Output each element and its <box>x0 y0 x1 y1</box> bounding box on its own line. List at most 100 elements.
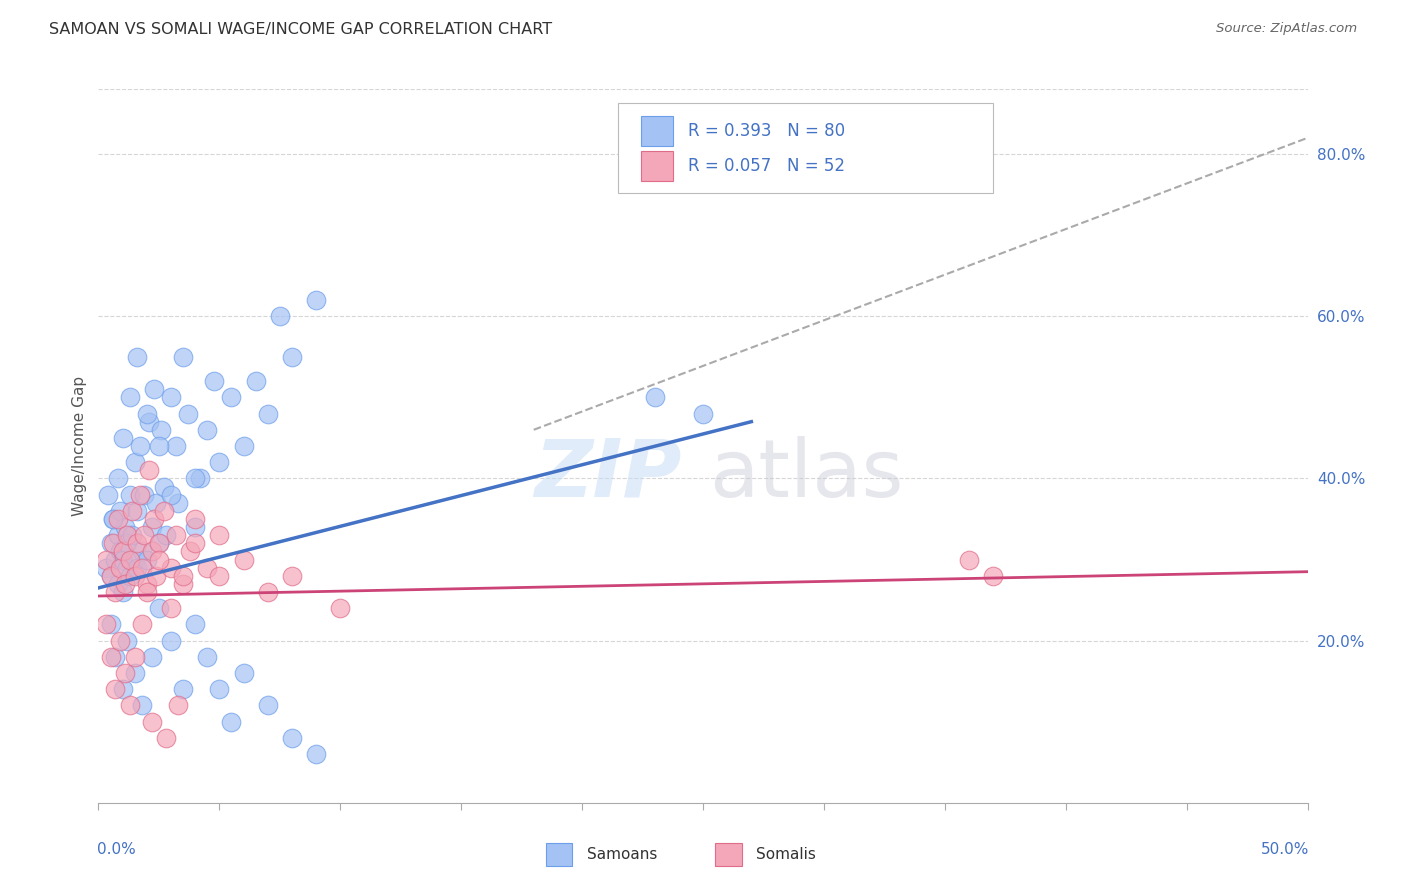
Point <box>121 504 143 518</box>
Point <box>111 585 134 599</box>
Point <box>148 536 170 550</box>
Point <box>118 698 141 713</box>
Point <box>155 731 177 745</box>
Point <box>101 536 124 550</box>
Point <box>204 374 226 388</box>
Point <box>167 496 190 510</box>
FancyBboxPatch shape <box>641 152 673 181</box>
FancyBboxPatch shape <box>546 843 572 865</box>
Point <box>135 552 157 566</box>
Point <box>644 390 666 404</box>
Point <box>208 682 231 697</box>
Point <box>131 560 153 574</box>
Point <box>124 649 146 664</box>
Point <box>114 520 136 534</box>
Point <box>981 568 1004 582</box>
Point <box>135 407 157 421</box>
Point <box>256 407 278 421</box>
Point <box>128 439 150 453</box>
Point <box>184 512 207 526</box>
Point <box>94 617 117 632</box>
Point <box>305 293 328 307</box>
Point <box>281 731 304 745</box>
Point <box>281 568 304 582</box>
Point <box>160 488 183 502</box>
Point <box>128 488 150 502</box>
FancyBboxPatch shape <box>716 843 742 865</box>
Point <box>152 504 174 518</box>
Point <box>184 617 207 632</box>
Point <box>145 568 167 582</box>
Point <box>114 577 136 591</box>
Point <box>134 528 156 542</box>
Point <box>150 423 173 437</box>
Point <box>179 544 201 558</box>
Point <box>172 350 194 364</box>
Point <box>160 560 183 574</box>
Point <box>957 552 980 566</box>
Point <box>108 544 131 558</box>
Point <box>172 568 194 582</box>
Point <box>100 568 122 582</box>
Point <box>135 585 157 599</box>
Point <box>152 479 174 493</box>
Point <box>100 649 122 664</box>
Point <box>141 544 163 558</box>
Point <box>143 382 166 396</box>
Point <box>148 601 170 615</box>
Point <box>104 682 127 697</box>
Point <box>134 488 156 502</box>
Point <box>195 423 218 437</box>
Point <box>141 714 163 729</box>
Point <box>94 560 117 574</box>
Point <box>127 504 149 518</box>
Point <box>104 552 127 566</box>
Point <box>107 471 129 485</box>
Point <box>160 390 183 404</box>
Point <box>692 407 714 421</box>
Point <box>184 520 207 534</box>
Point <box>101 512 124 526</box>
Point <box>131 698 153 713</box>
Point <box>100 568 122 582</box>
Point <box>131 617 153 632</box>
Point <box>148 439 170 453</box>
Point <box>118 488 141 502</box>
Point <box>124 666 146 681</box>
Point <box>111 431 134 445</box>
Point <box>148 552 170 566</box>
Text: R = 0.057   N = 52: R = 0.057 N = 52 <box>689 157 845 175</box>
Point <box>232 666 254 681</box>
Point <box>124 552 146 566</box>
FancyBboxPatch shape <box>619 103 993 193</box>
Point <box>111 682 134 697</box>
Point <box>118 390 141 404</box>
Text: R = 0.393   N = 80: R = 0.393 N = 80 <box>689 121 845 139</box>
Point <box>160 601 183 615</box>
Point <box>100 617 122 632</box>
Point <box>114 666 136 681</box>
Point <box>117 633 139 648</box>
Point <box>117 528 139 542</box>
Text: ZIP: ZIP <box>534 435 681 514</box>
Point <box>329 601 352 615</box>
Point <box>143 512 166 526</box>
Text: Somalis: Somalis <box>756 847 815 862</box>
Point <box>221 714 243 729</box>
Point <box>141 520 163 534</box>
Text: SAMOAN VS SOMALI WAGE/INCOME GAP CORRELATION CHART: SAMOAN VS SOMALI WAGE/INCOME GAP CORRELA… <box>49 22 553 37</box>
Point <box>104 649 127 664</box>
Point <box>155 528 177 542</box>
Point <box>165 528 187 542</box>
Point <box>118 568 141 582</box>
Point <box>135 577 157 591</box>
Point <box>281 350 304 364</box>
Point <box>160 633 183 648</box>
Point <box>121 528 143 542</box>
Point <box>232 439 254 453</box>
Text: atlas: atlas <box>709 435 904 514</box>
Text: Samoans: Samoans <box>586 847 657 862</box>
Point <box>117 536 139 550</box>
Point <box>127 350 149 364</box>
Point <box>184 471 207 485</box>
